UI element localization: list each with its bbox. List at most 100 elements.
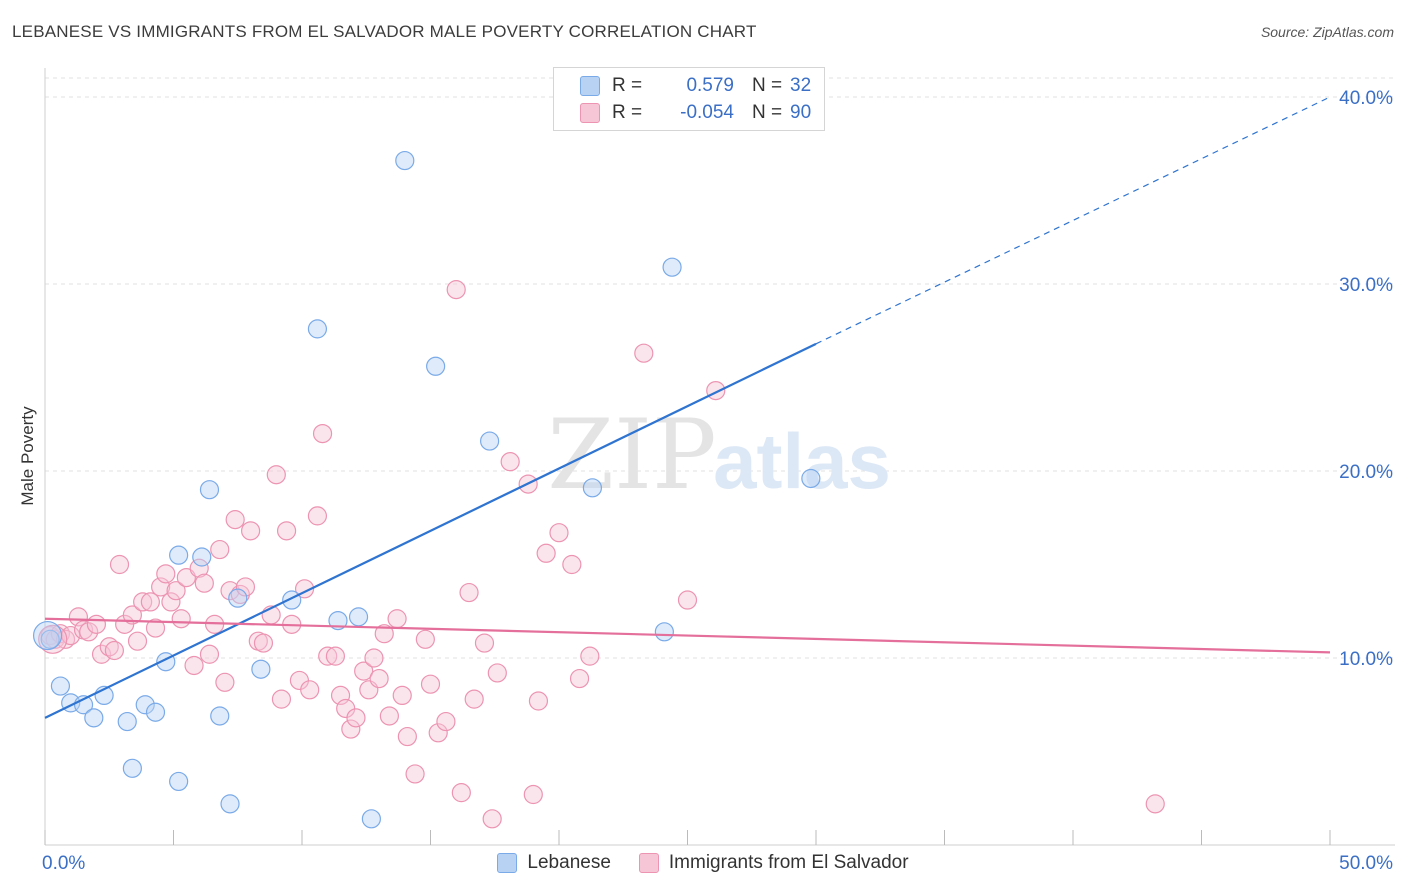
correlation-legend: R = 0.579 N = 32 R = -0.054 N = 90 (553, 67, 825, 131)
el-salvador-point (307, 506, 328, 526)
el-salvador-point (266, 465, 286, 485)
el-salvador-point (45, 629, 65, 649)
watermark: ZIP atlas (547, 399, 891, 511)
el-salvador-point (487, 663, 507, 683)
watermark-atlas: atlas (713, 417, 891, 505)
el-salvador-point (569, 668, 590, 689)
lebanese-point (199, 480, 220, 500)
trend-lines (44, 96, 1331, 719)
lebanese-point (348, 607, 369, 627)
lebanese-point (210, 706, 230, 726)
legend-item-el-salvador[interactable]: Immigrants from El Salvador (638, 852, 909, 874)
el-salvador-point (86, 614, 107, 634)
legend-n-value: 32 (790, 75, 812, 96)
el-salvador-point (464, 689, 484, 709)
legend-n-value: 90 (790, 102, 812, 123)
el-salvador-point (523, 784, 543, 805)
legend-r-value: -0.054 (680, 102, 734, 123)
legend-row-el-salvador: R = -0.054 N = 90 (580, 100, 811, 126)
lebanese-point (328, 610, 348, 631)
series-lebanese-points (32, 150, 821, 829)
el-salvador-point (145, 618, 166, 638)
lebanese-point (169, 545, 189, 565)
el-salvador-point (364, 648, 384, 668)
legend-swatch-el-salvador (638, 853, 659, 873)
legend-label-lebanese: Lebanese (527, 852, 611, 873)
legend-swatch-lebanese (580, 76, 600, 96)
tick-labels: 10.0% 20.0% 30.0% 40.0% 0.0% 50.0% (42, 88, 1393, 874)
el-salvador-point (346, 708, 366, 728)
legend-item-lebanese[interactable]: Lebanese (497, 852, 611, 874)
el-salvador-point (225, 510, 245, 530)
el-salvador-point (38, 624, 68, 654)
el-salvador-point (276, 521, 297, 541)
lebanese-point (251, 659, 271, 679)
lebanese-point (801, 468, 821, 489)
legend-swatch-el-salvador (580, 103, 600, 123)
lebanese-point (480, 431, 500, 451)
el-salvador-point (405, 764, 425, 784)
el-salvador-point (189, 558, 209, 578)
el-salvador-point (1145, 794, 1165, 814)
lebanese-point (40, 629, 60, 649)
el-salvador-point (184, 655, 204, 676)
el-salvador-point (500, 452, 520, 472)
lebanese-point (135, 695, 155, 715)
el-salvador-point (133, 592, 153, 612)
axes (44, 68, 1395, 846)
el-salvador-point (392, 685, 412, 706)
el-salvador-point (446, 280, 466, 300)
el-salvador-point (459, 582, 479, 603)
el-salvador-point (397, 726, 417, 747)
el-salvador-point (580, 646, 600, 666)
lebanese-point (50, 676, 71, 696)
el-salvador-trend-line (44, 617, 1331, 654)
lebanese-point (145, 702, 166, 722)
el-salvador-point (122, 605, 142, 625)
el-salvador-point (127, 631, 148, 651)
el-salvador-point (161, 592, 181, 612)
el-salvador-point (210, 539, 230, 560)
el-salvador-point (176, 567, 196, 588)
lebanese-point (361, 809, 381, 829)
lebanese-point (582, 478, 603, 498)
series-legend: Lebanese Immigrants from El Salvador (0, 852, 1406, 874)
el-salvador-point (474, 633, 495, 653)
el-salvador-point (104, 640, 124, 661)
el-salvador-point (253, 633, 274, 653)
el-salvador-point (271, 689, 292, 709)
el-salvador-point (562, 554, 582, 575)
y-tick-label: 20.0% (1339, 462, 1393, 483)
el-salvador-point (341, 719, 361, 739)
lebanese-point (84, 708, 104, 728)
lebanese-point (192, 547, 212, 567)
lebanese-point (220, 794, 240, 814)
el-salvador-point (451, 783, 471, 803)
lebanese-point (395, 150, 415, 171)
el-salvador-point (79, 622, 99, 642)
y-tick-label: 40.0% (1339, 88, 1393, 109)
lebanese-trend-extension (815, 96, 1331, 345)
el-salvador-point (166, 581, 186, 601)
el-salvador-point (300, 680, 320, 700)
lebanese-point (307, 319, 328, 339)
legend-r-label: R = (612, 102, 643, 123)
lebanese-point (169, 771, 189, 792)
el-salvador-point (241, 521, 261, 541)
x-tick-label: 50.0% (1339, 853, 1393, 874)
el-salvador-point (536, 543, 556, 563)
el-salvador-point (549, 523, 569, 543)
el-salvador-point (220, 581, 240, 601)
legend-swatch-lebanese (497, 853, 518, 873)
lebanese-point (122, 758, 142, 778)
legend-label-el-salvador: Immigrants from El Salvador (668, 852, 909, 873)
el-salvador-point (387, 609, 407, 629)
el-salvador-point (677, 590, 698, 610)
el-salvador-point (528, 691, 549, 711)
lebanese-point (228, 588, 248, 608)
el-salvador-point (109, 554, 130, 575)
source-label: Source: ZipAtlas.com (1260, 24, 1394, 40)
el-salvador-point (194, 573, 214, 593)
el-salvador-point (156, 564, 176, 584)
x-tick-label: 0.0% (42, 853, 85, 874)
